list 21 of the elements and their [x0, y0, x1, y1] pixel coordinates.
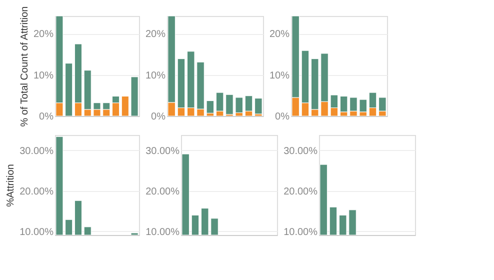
y-tick-label: 20%	[145, 29, 166, 40]
bar	[254, 98, 262, 114]
y-tick-label: 10.00%	[284, 226, 318, 238]
y-tick-label: 20%	[269, 29, 290, 40]
y-tick-label: 10.00%	[20, 226, 54, 238]
y-tick-label: 10.00%	[146, 226, 180, 238]
y-tick-label: 30.00%	[284, 146, 318, 157]
y-tick-label: 0%	[151, 112, 166, 122]
y-tick-label: 10%	[33, 70, 54, 82]
y-tick-label: 30.00%	[146, 146, 180, 157]
y-axis-title: %Attrition	[6, 164, 17, 207]
y-tick-label: 30.00%	[20, 146, 54, 157]
y-tick-label: 10%	[145, 70, 166, 82]
y-tick-label: 10%	[269, 70, 290, 82]
y-tick-label: 0%	[275, 112, 290, 122]
y-tick-label: 20%	[33, 29, 54, 40]
y-axis-title: % of Total Count of Attrition	[19, 6, 30, 127]
y-tick-label: 20.00%	[284, 186, 318, 198]
y-tick-label: 20.00%	[20, 186, 54, 198]
y-tick-label: 20.00%	[146, 186, 180, 198]
y-tick-label: 0%	[39, 112, 54, 122]
